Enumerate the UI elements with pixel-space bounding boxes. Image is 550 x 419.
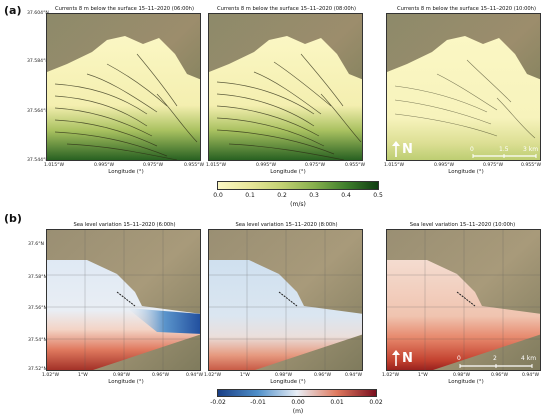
a1-xtick-2: 0.995°W xyxy=(94,163,114,168)
currents-colorbar xyxy=(217,181,379,190)
a-cbar-unit: (m/s) xyxy=(290,201,306,208)
sea-level-colorbar xyxy=(217,389,377,397)
b-ytick-4: 37.54°N xyxy=(28,338,47,343)
b3-xtick-4: 0.96°W xyxy=(491,373,509,378)
a1-xlabel: Longitude (°) xyxy=(108,169,144,175)
b2-xtick-3: 0.98°W xyxy=(275,373,293,378)
north-label: N xyxy=(402,142,413,157)
b3-xtick-1: 1.02°W xyxy=(382,373,400,378)
a2-xtick-4: 0.955°W xyxy=(345,163,365,168)
scale-label-max: 3 km xyxy=(523,146,539,153)
currents-map-1000: N 0 1.5 3 km xyxy=(386,13,541,161)
a2-xtick-1: 1.015°W xyxy=(206,163,226,168)
a-cbar-tick-5: 0.4 xyxy=(341,192,351,199)
a2-xtick-2: 0.995°W xyxy=(256,163,276,168)
b1-xtick-1: 1.02°W xyxy=(42,373,60,378)
a-ytick-3: 37.564°N xyxy=(27,109,49,114)
a-ytick-1: 37.604°N xyxy=(27,11,49,16)
b-cbar-tick-2: -0.01 xyxy=(250,399,266,406)
scale-label-mid: 1.5 xyxy=(499,146,509,153)
map-a1-title: Currents 8 m below the surface 15–11–202… xyxy=(55,6,194,12)
b1-xtick-4: 0.96°W xyxy=(152,373,170,378)
b-cbar-tick-4: 0.01 xyxy=(330,399,344,406)
map-a2-title: Currents 8 m below the surface 15–11–202… xyxy=(217,6,356,12)
b2-xtick-4: 0.96°W xyxy=(314,373,332,378)
scale-b-label-0: 0 xyxy=(457,355,461,362)
b1-xlabel: Longitude (°) xyxy=(108,379,144,385)
b2-xtick-2: 1°W xyxy=(240,373,250,378)
scale-bar-b xyxy=(459,364,533,368)
a-cbar-tick-1: 0.0 xyxy=(213,192,223,199)
currents-map-0800 xyxy=(208,13,363,161)
sea-level-map-0600 xyxy=(46,229,201,371)
north-label-b: N xyxy=(402,351,413,366)
scale-b-label-mid: 2 xyxy=(493,355,497,362)
currents-map-0600 xyxy=(46,13,201,161)
a-cbar-tick-3: 0.2 xyxy=(277,192,287,199)
north-arrow-icon xyxy=(392,141,400,157)
a1-xtick-4: 0.955°W xyxy=(184,163,204,168)
b3-xtick-3: 0.98°W xyxy=(453,373,471,378)
b3-xtick-2: 1°W xyxy=(418,373,428,378)
scale-bar xyxy=(472,154,537,158)
a-cbar-tick-6: 0.5 xyxy=(373,192,383,199)
b-ytick-1: 37.6°N xyxy=(28,242,44,247)
sea-level-map-0800 xyxy=(208,229,363,371)
a3-xtick-2: 0.995°W xyxy=(434,163,454,168)
b1-xtick-2: 1°W xyxy=(78,373,88,378)
b-ytick-5: 37.52°N xyxy=(28,367,47,372)
b-ytick-3: 37.56°N xyxy=(28,306,47,311)
b2-xtick-5: 0.94°W xyxy=(345,373,363,378)
map-b3-title: Sea level variation 15–11–2020 (10:00h) xyxy=(409,222,516,228)
a2-xtick-3: 0.975°W xyxy=(305,163,325,168)
a1-xtick-3: 0.975°W xyxy=(143,163,163,168)
a1-xtick-1: 1.015°W xyxy=(44,163,64,168)
a-ytick-4: 37.544°N xyxy=(27,158,49,163)
north-arrow-icon-b xyxy=(392,350,400,366)
b1-xtick-3: 0.98°W xyxy=(113,373,131,378)
a-cbar-tick-4: 0.3 xyxy=(309,192,319,199)
a3-xtick-1: 1.015°W xyxy=(384,163,404,168)
panel-a-label: (a) xyxy=(4,4,22,17)
b2-xtick-1: 1.02°W xyxy=(204,373,222,378)
sea-level-map-1000: N 0 2 4 km xyxy=(386,229,541,371)
b1-xtick-5: 0.94°W xyxy=(186,373,204,378)
b-cbar-tick-5: 0.02 xyxy=(369,399,383,406)
map-b2-title: Sea level variation 15–11–2020 (8:00h) xyxy=(235,222,338,228)
b3-xlabel: Longitude (°) xyxy=(448,379,484,385)
b-cbar-tick-3: 0.00 xyxy=(291,399,305,406)
scale-b-label-max: 4 km xyxy=(521,355,537,362)
a2-xlabel: Longitude (°) xyxy=(270,169,306,175)
a3-xtick-3: 0.975°W xyxy=(483,163,503,168)
map-a3-title: Currents 8 m below the surface 15–11–202… xyxy=(397,6,536,12)
b3-xtick-5: 0.94°W xyxy=(522,373,540,378)
b-cbar-unit: (m) xyxy=(292,408,304,415)
b2-xlabel: Longitude (°) xyxy=(270,379,306,385)
a-ytick-2: 37.584°N xyxy=(27,59,49,64)
a3-xtick-4: 0.955°W xyxy=(521,163,541,168)
a3-xlabel: Longitude (°) xyxy=(448,169,484,175)
b-cbar-tick-1: -0.02 xyxy=(210,399,226,406)
scale-label-0: 0 xyxy=(470,146,474,153)
map-b1-title: Sea level variation 15–11–2020 (6:00h) xyxy=(73,222,176,228)
a-cbar-tick-2: 0.1 xyxy=(245,192,255,199)
panel-b-label: (b) xyxy=(4,212,22,225)
b-ytick-2: 37.58°N xyxy=(28,275,47,280)
